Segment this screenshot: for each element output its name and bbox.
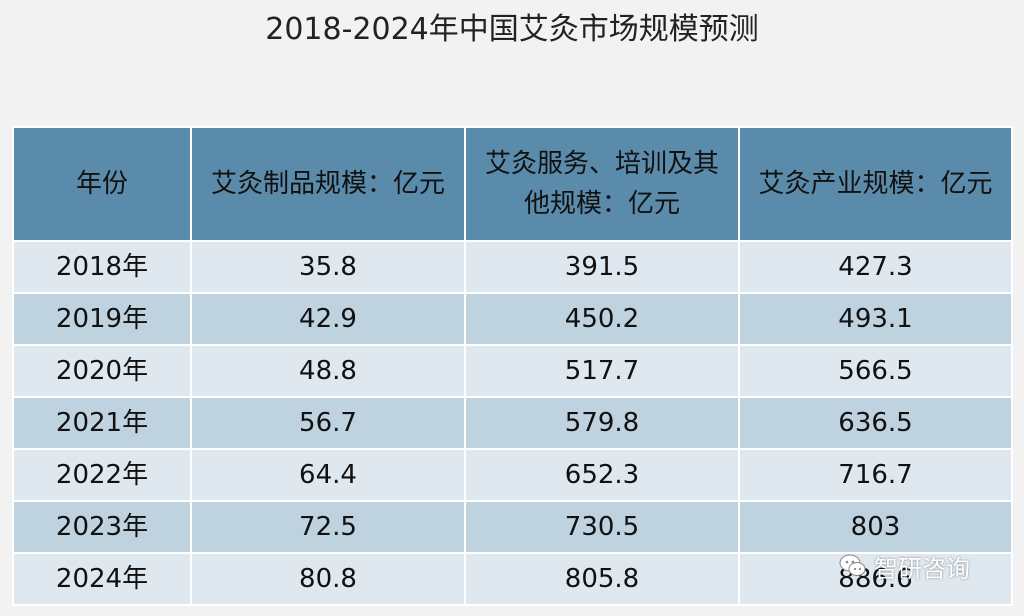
cell-services: 391.5 bbox=[464, 240, 740, 294]
watermark-text: 智研咨询 bbox=[874, 554, 970, 583]
cell-services: 652.3 bbox=[464, 448, 740, 502]
cell-year: 2019年 bbox=[12, 292, 192, 346]
table-row: 2021年 56.7 579.8 636.5 bbox=[12, 396, 1013, 450]
cell-services: 805.8 bbox=[464, 552, 740, 606]
cell-services: 450.2 bbox=[464, 292, 740, 346]
cell-products: 42.9 bbox=[190, 292, 466, 346]
cell-year: 2022年 bbox=[12, 448, 192, 502]
cell-products: 72.5 bbox=[190, 500, 466, 554]
table-row: 2024年 80.8 805.8 886.6 bbox=[12, 552, 1013, 606]
cell-industry: 566.5 bbox=[738, 344, 1013, 398]
wechat-icon bbox=[839, 554, 866, 576]
chart-title: 2018-2024年中国艾灸市场规模预测 bbox=[265, 12, 759, 47]
table-row: 2023年 72.5 730.5 803 bbox=[12, 500, 1013, 554]
cell-products: 35.8 bbox=[190, 240, 466, 294]
cell-industry: 636.5 bbox=[738, 396, 1013, 450]
cell-products: 48.8 bbox=[190, 344, 466, 398]
cell-services: 517.7 bbox=[464, 344, 740, 398]
table-header-row: 年份 艾灸制品规模：亿元 艾灸服务、培训及其他规模：亿元 艾灸产业规模：亿元 bbox=[12, 126, 1013, 242]
cell-year: 2023年 bbox=[12, 500, 192, 554]
column-header-year: 年份 bbox=[12, 126, 192, 242]
table-row: 2019年 42.9 450.2 493.1 bbox=[12, 292, 1013, 346]
data-table: 年份 艾灸制品规模：亿元 艾灸服务、培训及其他规模：亿元 艾灸产业规模：亿元 2… bbox=[12, 126, 1013, 606]
cell-year: 2021年 bbox=[12, 396, 192, 450]
table-row: 2020年 48.8 517.7 566.5 bbox=[12, 344, 1013, 398]
column-header-products: 艾灸制品规模：亿元 bbox=[190, 126, 466, 242]
column-header-industry: 艾灸产业规模：亿元 bbox=[738, 126, 1013, 242]
column-header-services: 艾灸服务、培训及其他规模：亿元 bbox=[464, 126, 740, 242]
cell-industry: 716.7 bbox=[738, 448, 1013, 502]
cell-products: 80.8 bbox=[190, 552, 466, 606]
cell-industry: 427.3 bbox=[738, 240, 1013, 294]
cell-industry: 886.6 bbox=[738, 552, 1013, 606]
cell-year: 2018年 bbox=[12, 240, 192, 294]
watermark: 智研咨询 bbox=[838, 548, 970, 584]
cell-year: 2020年 bbox=[12, 344, 192, 398]
table-row: 2022年 64.4 652.3 716.7 bbox=[12, 448, 1013, 502]
cell-industry: 493.1 bbox=[738, 292, 1013, 346]
table-row: 2018年 35.8 391.5 427.3 bbox=[12, 240, 1013, 294]
cell-products: 56.7 bbox=[190, 396, 466, 450]
cell-year: 2024年 bbox=[12, 552, 192, 606]
cell-services: 730.5 bbox=[464, 500, 740, 554]
table-body: 2018年 35.8 391.5 427.3 2019年 42.9 450.2 493.1 20… bbox=[12, 240, 1013, 606]
cell-services: 579.8 bbox=[464, 396, 740, 450]
cell-industry: 803 bbox=[738, 500, 1013, 554]
cell-products: 64.4 bbox=[190, 448, 466, 502]
